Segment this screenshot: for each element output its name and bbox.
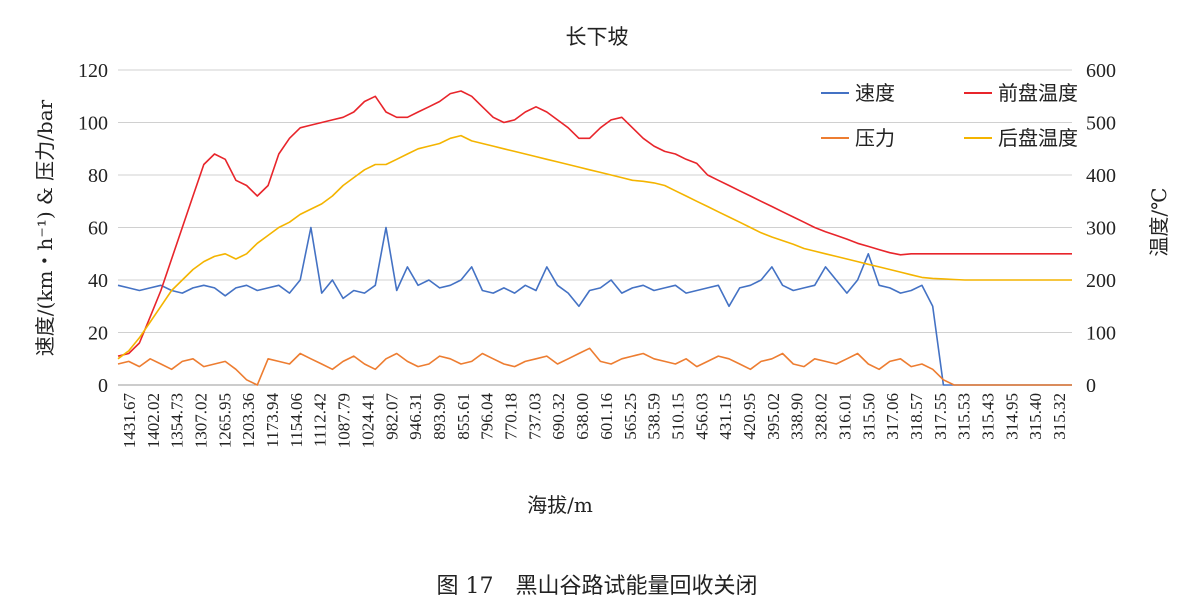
chart: 长下坡 0 20 40 60 80 100 120 0 100 200 300 400 500 600 14… bbox=[33, 25, 1171, 517]
x-tick-label: 318.57 bbox=[907, 393, 926, 440]
x-tick-label: 1307.02 bbox=[191, 393, 210, 448]
y-left-tick-label: 20 bbox=[88, 323, 108, 345]
y-right-tick-label: 300 bbox=[1086, 218, 1116, 240]
y-left-tick-label: 100 bbox=[78, 113, 108, 135]
chart-title: 长下坡 bbox=[566, 25, 629, 49]
legend-label: 速度 bbox=[855, 81, 895, 105]
y-left-tick-label: 60 bbox=[88, 218, 108, 240]
x-tick-label: 315.40 bbox=[1026, 393, 1045, 440]
x-tick-label: 690.32 bbox=[549, 393, 568, 440]
x-tick-label: 1112.42 bbox=[311, 393, 330, 447]
x-tick-label: 317.55 bbox=[931, 393, 950, 440]
y-axis-right-title: 温度/℃ bbox=[1147, 187, 1171, 256]
x-tick-label: 510.15 bbox=[668, 393, 687, 440]
x-tick-label: 737.03 bbox=[525, 393, 544, 440]
x-tick-label: 770.18 bbox=[502, 393, 521, 440]
x-tick-label: 565.25 bbox=[621, 393, 640, 440]
grid-lines bbox=[118, 69, 1072, 333]
series-line-后盘温度 bbox=[117, 134, 1072, 360]
x-tick-label: 1431.67 bbox=[120, 393, 139, 449]
y-right-tick-label: 500 bbox=[1086, 113, 1116, 135]
x-tick-label: 1265.95 bbox=[215, 393, 234, 448]
x-tick-label: 1402.02 bbox=[144, 393, 163, 448]
y-right-tick-label: 100 bbox=[1086, 323, 1116, 345]
x-tick-label: 538.59 bbox=[645, 393, 664, 440]
x-axis-title: 海拔/m bbox=[527, 493, 593, 517]
y-left-tick-label: 40 bbox=[88, 270, 108, 292]
x-tick-label: 456.03 bbox=[692, 393, 711, 440]
y-right-tick-label: 200 bbox=[1086, 270, 1116, 292]
series-line-前盘温度 bbox=[117, 90, 1072, 357]
y-left-tick-label: 0 bbox=[98, 375, 108, 397]
y-right-tick-label: 400 bbox=[1086, 165, 1116, 187]
x-tick-label: 431.15 bbox=[716, 393, 735, 440]
series-lines bbox=[117, 90, 1072, 386]
x-tick-label: 893.90 bbox=[430, 393, 449, 440]
x-tick-label: 1087.79 bbox=[335, 393, 354, 448]
y-right-tick-label: 600 bbox=[1086, 60, 1116, 82]
x-tick-label: 855.61 bbox=[454, 393, 473, 440]
legend-label: 前盘温度 bbox=[998, 81, 1078, 105]
legend-label: 后盘温度 bbox=[998, 126, 1078, 150]
x-tick-label: 328.02 bbox=[812, 393, 831, 440]
series-line-压力 bbox=[117, 347, 1072, 386]
y-right-tick-label: 0 bbox=[1086, 375, 1096, 397]
x-tick-label: 982.07 bbox=[382, 393, 401, 440]
x-tick-label: 1354.73 bbox=[168, 393, 187, 448]
x-tick-label: 315.53 bbox=[955, 393, 974, 440]
y-axis-left-title: 速度/(km・h⁻¹) & 压力/bar bbox=[33, 99, 57, 356]
x-tick-label: 314.95 bbox=[1002, 393, 1021, 440]
x-tick-label: 601.16 bbox=[597, 393, 616, 440]
y-left-tick-label: 120 bbox=[78, 60, 108, 82]
x-tick-label: 317.06 bbox=[883, 393, 902, 440]
x-tick-label: 338.90 bbox=[788, 393, 807, 440]
x-tick-label: 796.04 bbox=[478, 393, 497, 440]
x-tick-label: 316.01 bbox=[835, 393, 854, 440]
legend-label: 压力 bbox=[855, 126, 895, 150]
x-tick-label: 315.50 bbox=[859, 393, 878, 440]
x-tick-label: 315.32 bbox=[1050, 393, 1069, 440]
x-tick-label: 638.00 bbox=[573, 393, 592, 440]
x-tick-label: 1154.06 bbox=[287, 393, 306, 448]
x-tick-label: 315.43 bbox=[979, 393, 998, 440]
x-tick-label: 1024.41 bbox=[358, 393, 377, 448]
series-line-速度 bbox=[117, 226, 1072, 386]
x-tick-label: 420.95 bbox=[740, 393, 759, 440]
axes: 0 20 40 60 80 100 120 0 100 200 300 400 500 600 1431.6… bbox=[78, 60, 1116, 448]
x-tick-label: 395.02 bbox=[764, 393, 783, 440]
y-left-tick-label: 80 bbox=[88, 165, 108, 187]
x-tick-label: 1203.36 bbox=[239, 393, 258, 448]
x-tick-label: 1173.94 bbox=[263, 393, 282, 448]
figure-caption: 图 17 黑山谷路试能量回收关闭 bbox=[436, 574, 758, 599]
x-tick-label: 946.31 bbox=[406, 393, 425, 440]
